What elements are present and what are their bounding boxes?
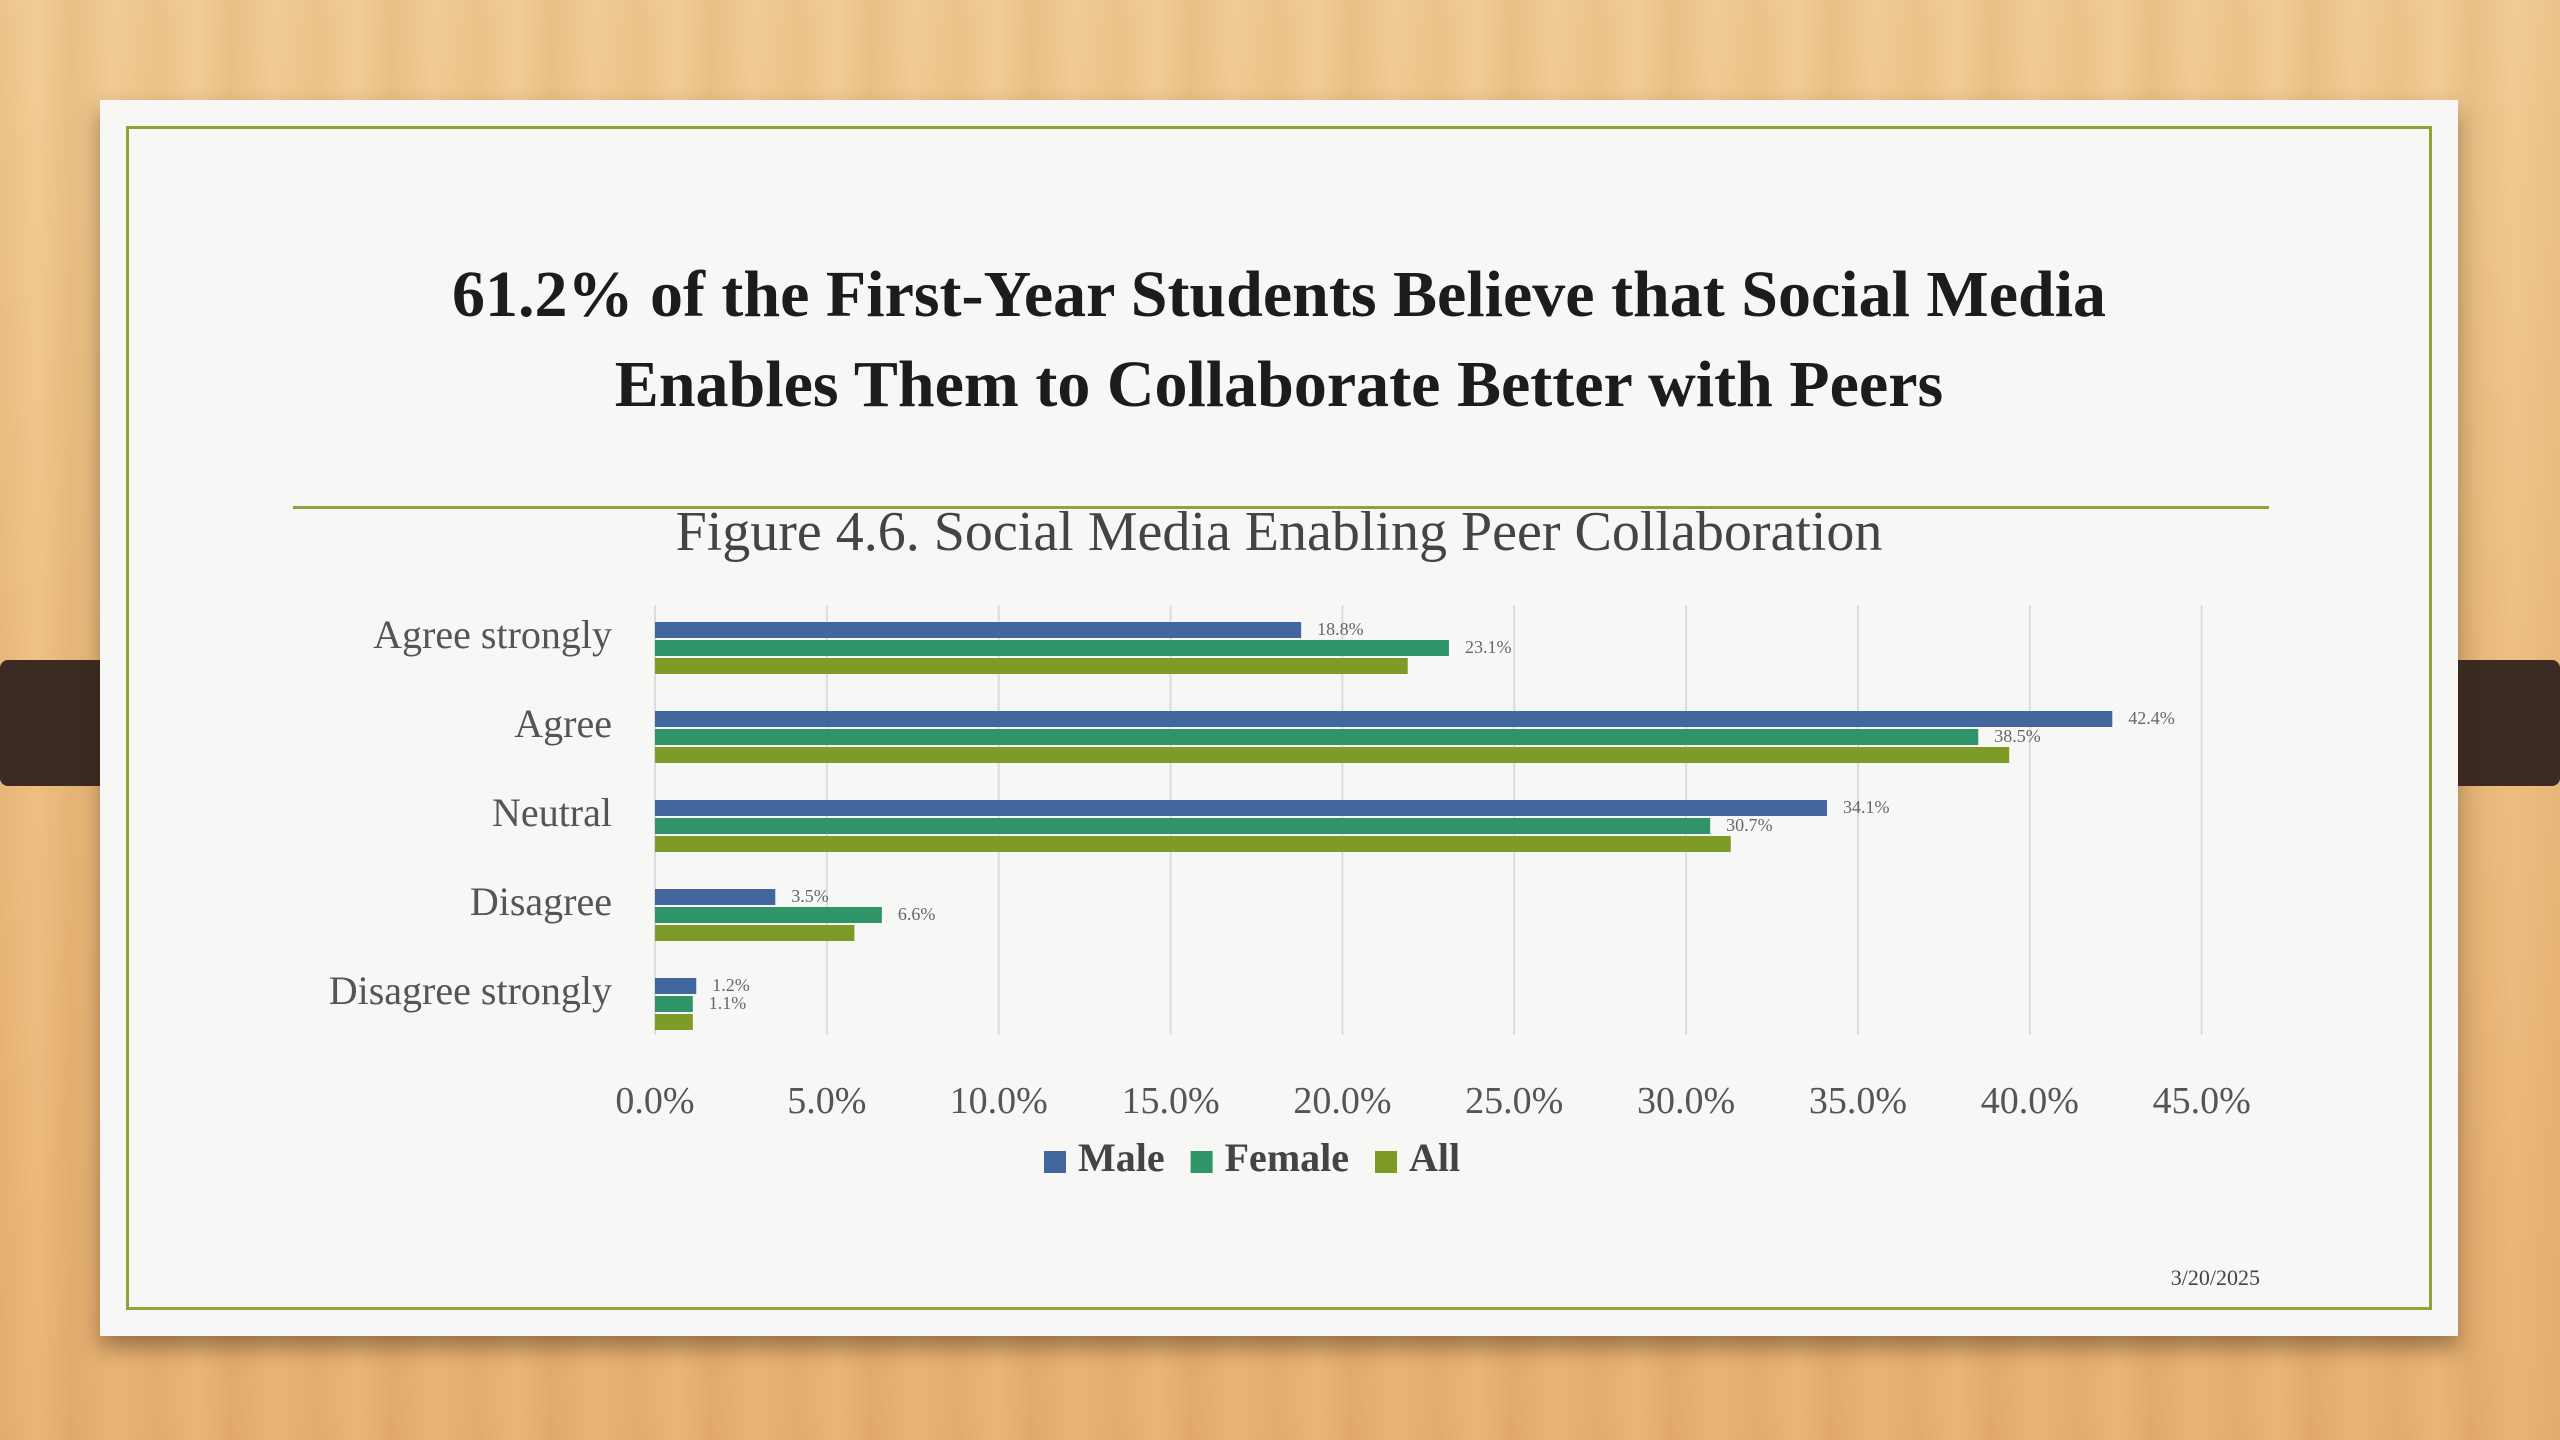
data-label: 30.7% bbox=[1726, 815, 1773, 835]
x-tick-label: 5.0% bbox=[787, 1080, 866, 1122]
x-tick-label: 10.0% bbox=[950, 1080, 1048, 1122]
category-label: Disagree bbox=[470, 879, 612, 924]
bar-male bbox=[655, 978, 697, 994]
bar-all bbox=[655, 925, 855, 941]
x-tick-label: 35.0% bbox=[1809, 1080, 1907, 1122]
title-divider bbox=[293, 506, 2269, 509]
legend-label: All bbox=[1409, 1135, 1460, 1180]
data-label: 1.2% bbox=[712, 975, 750, 995]
bar-all bbox=[655, 747, 2010, 763]
data-label: 34.1% bbox=[1843, 797, 1890, 817]
x-tick-label: 20.0% bbox=[1293, 1080, 1391, 1122]
x-tick-label: 45.0% bbox=[2153, 1080, 2251, 1122]
x-tick-label: 25.0% bbox=[1465, 1080, 1563, 1122]
slide: 61.2% of the First-Year Students Believe… bbox=[100, 100, 2458, 1336]
category-label: Agree strongly bbox=[373, 612, 612, 657]
bar-female bbox=[655, 729, 1979, 745]
data-label: 6.6% bbox=[898, 904, 936, 924]
bar-female bbox=[655, 996, 693, 1012]
data-label: 18.8% bbox=[1317, 619, 1364, 639]
bar-male bbox=[655, 622, 1302, 638]
bar-all bbox=[655, 658, 1408, 674]
category-label: Disagree strongly bbox=[329, 968, 612, 1013]
x-tick-label: 30.0% bbox=[1637, 1080, 1735, 1122]
bar-all bbox=[655, 1014, 693, 1030]
data-label: 3.5% bbox=[791, 886, 829, 906]
bar-female bbox=[655, 640, 1449, 656]
slide-date: 3/20/2025 bbox=[2170, 1265, 2260, 1290]
slide-title-line-1: 61.2% of the First-Year Students Believe… bbox=[451, 258, 2107, 331]
legend-label: Male bbox=[1078, 1135, 1165, 1180]
data-label: 38.5% bbox=[1994, 726, 2041, 746]
chart-title: Figure 4.6. Social Media Enabling Peer C… bbox=[675, 501, 1883, 563]
data-label: 23.1% bbox=[1465, 637, 1512, 657]
slide-frame bbox=[126, 126, 2432, 1310]
x-tick-label: 15.0% bbox=[1121, 1080, 1219, 1122]
bar-male bbox=[655, 711, 2113, 727]
x-tick-label: 40.0% bbox=[1981, 1080, 2079, 1122]
bar-female bbox=[655, 818, 1711, 834]
slide-title: 61.2% of the First-Year Students Believe… bbox=[100, 250, 2458, 430]
legend-swatch-female bbox=[1190, 1151, 1213, 1173]
data-label: 42.4% bbox=[2128, 708, 2175, 728]
bar-male bbox=[655, 889, 776, 905]
slide-title-line-2: Enables Them to Collaborate Better with … bbox=[614, 348, 1944, 421]
data-label: 1.1% bbox=[709, 993, 747, 1013]
category-label: Agree bbox=[514, 701, 612, 746]
legend-swatch-all bbox=[1375, 1151, 1397, 1173]
bar-all bbox=[655, 836, 1731, 852]
legend-label: Female bbox=[1225, 1135, 1349, 1180]
bar-male bbox=[655, 800, 1828, 816]
category-label: Neutral bbox=[492, 790, 612, 835]
legend-swatch-male bbox=[1044, 1151, 1066, 1173]
bar-chart: 0.0% 5.0% 10.0% 15.0% 20.0% 25.0% 30.0% 35.0% 40… bbox=[329, 605, 2251, 1180]
bar-female bbox=[655, 907, 882, 923]
x-tick-label: 0.0% bbox=[615, 1080, 694, 1122]
